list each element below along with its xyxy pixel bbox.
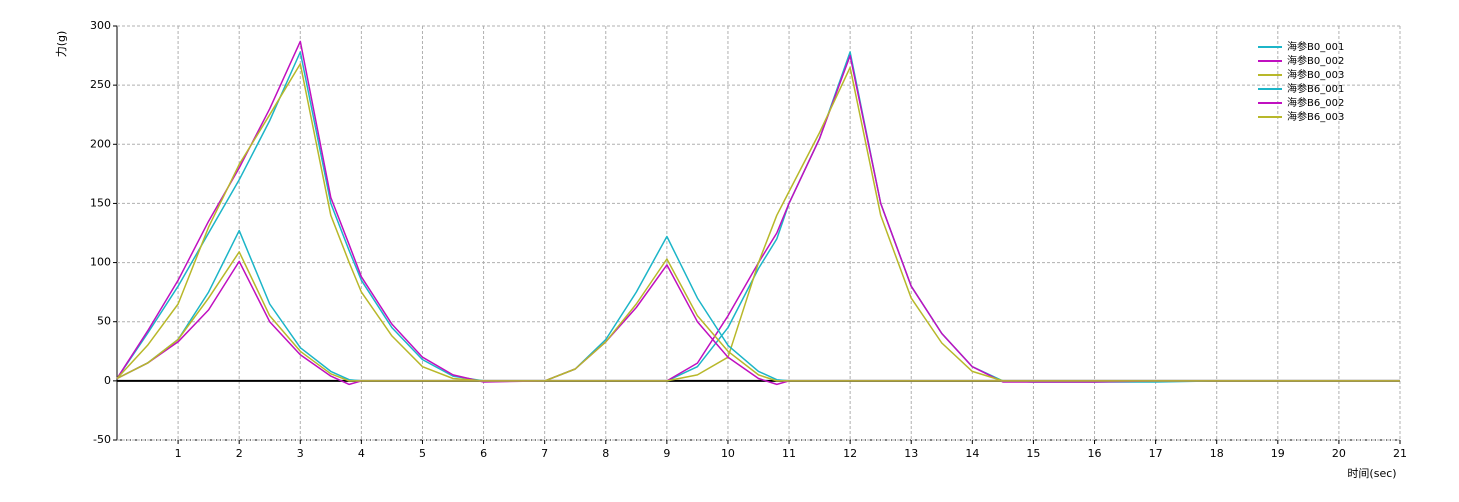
x-tick-label: 19 bbox=[1271, 447, 1285, 460]
x-tick-label: 9 bbox=[663, 447, 670, 460]
x-tick-label: 17 bbox=[1149, 447, 1163, 460]
y-tick-label: 50 bbox=[97, 315, 111, 328]
y-tick-label: -50 bbox=[93, 433, 111, 446]
x-tick-label: 12 bbox=[843, 447, 857, 460]
x-tick-label: 7 bbox=[541, 447, 548, 460]
y-tick-label: 250 bbox=[90, 78, 111, 91]
legend-label: 海参B6_002 bbox=[1287, 96, 1344, 109]
legend-label: 海参B6_003 bbox=[1287, 110, 1344, 123]
legend-label: 海参B0_001 bbox=[1287, 40, 1344, 53]
series-line bbox=[116, 260, 1400, 386]
y-tick-label: 150 bbox=[90, 196, 111, 209]
y-tick-label: 100 bbox=[90, 256, 111, 269]
y-tick-label: 200 bbox=[90, 137, 111, 150]
series-line bbox=[116, 40, 1400, 383]
series-line bbox=[116, 251, 1400, 382]
legend-label: 海参B6_001 bbox=[1287, 82, 1344, 95]
x-tick-label: 20 bbox=[1332, 447, 1346, 460]
x-tick-label: 8 bbox=[602, 447, 609, 460]
legend-label: 海参B0_003 bbox=[1287, 68, 1344, 81]
x-tick-label: 15 bbox=[1026, 447, 1040, 460]
x-tick-label: 21 bbox=[1393, 447, 1407, 460]
x-tick-label: 18 bbox=[1210, 447, 1224, 460]
x-tick-label: 11 bbox=[782, 447, 796, 460]
x-tick-label: 10 bbox=[721, 447, 735, 460]
x-tick-label: 2 bbox=[236, 447, 243, 460]
series-line bbox=[116, 63, 1400, 382]
series-line bbox=[116, 51, 1400, 383]
x-tick-label: 13 bbox=[904, 447, 918, 460]
x-tick-label: 1 bbox=[175, 447, 182, 460]
x-tick-label: 4 bbox=[358, 447, 365, 460]
x-tick-label: 5 bbox=[419, 447, 426, 460]
y-tick-label: 0 bbox=[104, 374, 111, 387]
y-tick-label: 300 bbox=[90, 19, 111, 32]
y-axis-label: 力(g) bbox=[55, 31, 68, 58]
x-tick-label: 6 bbox=[480, 447, 487, 460]
x-tick-label: 3 bbox=[297, 447, 304, 460]
x-tick-label: 16 bbox=[1088, 447, 1102, 460]
legend-label: 海参B0_002 bbox=[1287, 54, 1344, 67]
x-axis-label: 时间(sec) bbox=[1347, 467, 1396, 480]
x-tick-label: 14 bbox=[965, 447, 979, 460]
